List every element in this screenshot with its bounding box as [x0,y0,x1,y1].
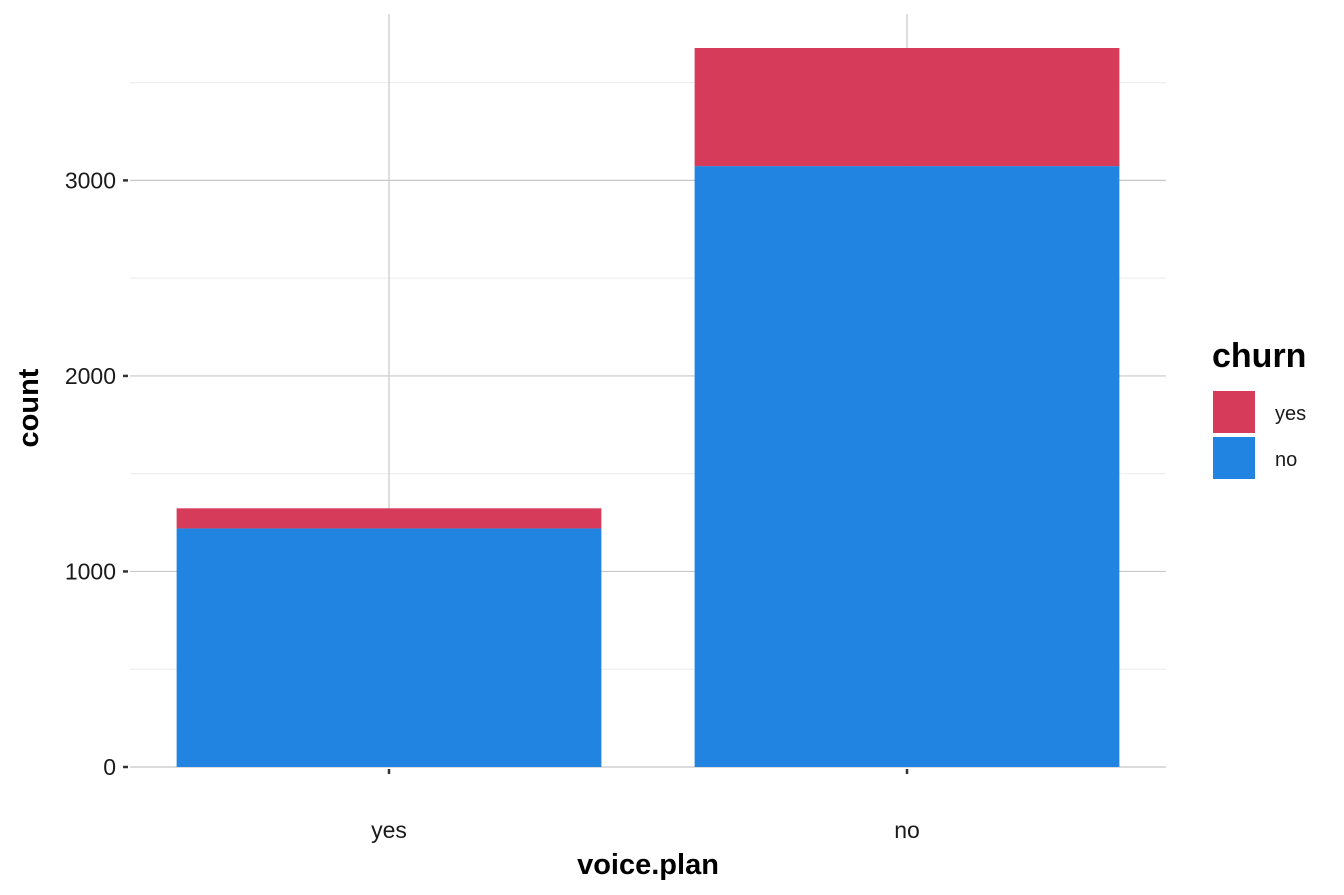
bar-no-no [695,166,1120,767]
y-tick-label: 3000 [65,167,116,193]
legend-swatch-yes [1212,390,1256,434]
legend-title: churn [1212,337,1306,375]
x-axis: yes no [371,769,920,843]
bar-yes-no [177,528,602,767]
legend-label-no: no [1275,449,1297,471]
y-tick-label: 0 [103,754,116,780]
y-tick-label: 2000 [65,363,116,389]
legend-label-yes: yes [1275,403,1306,425]
y-tick-label: 1000 [65,558,116,584]
y-axis-title: count [13,368,45,447]
legend: churn yes no [1212,337,1306,480]
legend-swatch-no [1212,436,1256,480]
x-axis-title: voice.plan [577,849,719,881]
bar-no-yes [695,48,1120,166]
x-tick-label: yes [371,817,407,843]
bar-yes-yes [177,508,602,528]
bars [177,48,1120,767]
y-axis: 0 1000 2000 3000 [65,167,128,780]
x-tick-label: no [894,817,920,843]
